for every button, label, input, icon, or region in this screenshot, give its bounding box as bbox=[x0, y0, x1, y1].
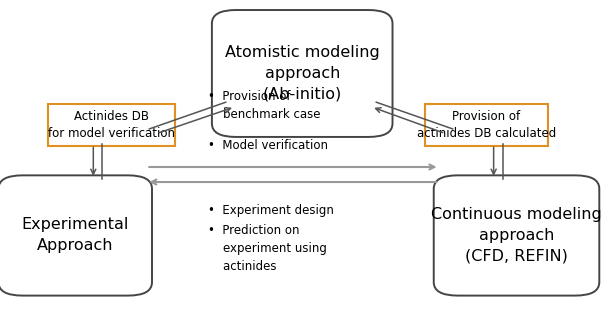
FancyBboxPatch shape bbox=[433, 175, 599, 296]
FancyBboxPatch shape bbox=[425, 104, 548, 146]
Text: Atomistic modeling
approach
(Ab-initio): Atomistic modeling approach (Ab-initio) bbox=[225, 45, 380, 102]
FancyBboxPatch shape bbox=[48, 104, 175, 146]
FancyBboxPatch shape bbox=[212, 10, 393, 137]
Text: Continuous modeling
approach
(CFD, REFIN): Continuous modeling approach (CFD, REFIN… bbox=[431, 207, 602, 264]
Text: •  Prediction on
    experiment using
    actinides: • Prediction on experiment using actinid… bbox=[208, 224, 326, 273]
FancyBboxPatch shape bbox=[0, 175, 152, 296]
Text: Actinides DB
for model verification: Actinides DB for model verification bbox=[48, 110, 175, 140]
Text: •  Model verification: • Model verification bbox=[208, 139, 327, 152]
Text: •  Experiment design: • Experiment design bbox=[208, 204, 334, 217]
Text: •  Provision of
    benchmark case: • Provision of benchmark case bbox=[208, 90, 320, 121]
Text: Provision of
actinides DB calculated: Provision of actinides DB calculated bbox=[417, 110, 556, 140]
Text: Experimental
Approach: Experimental Approach bbox=[22, 217, 129, 254]
